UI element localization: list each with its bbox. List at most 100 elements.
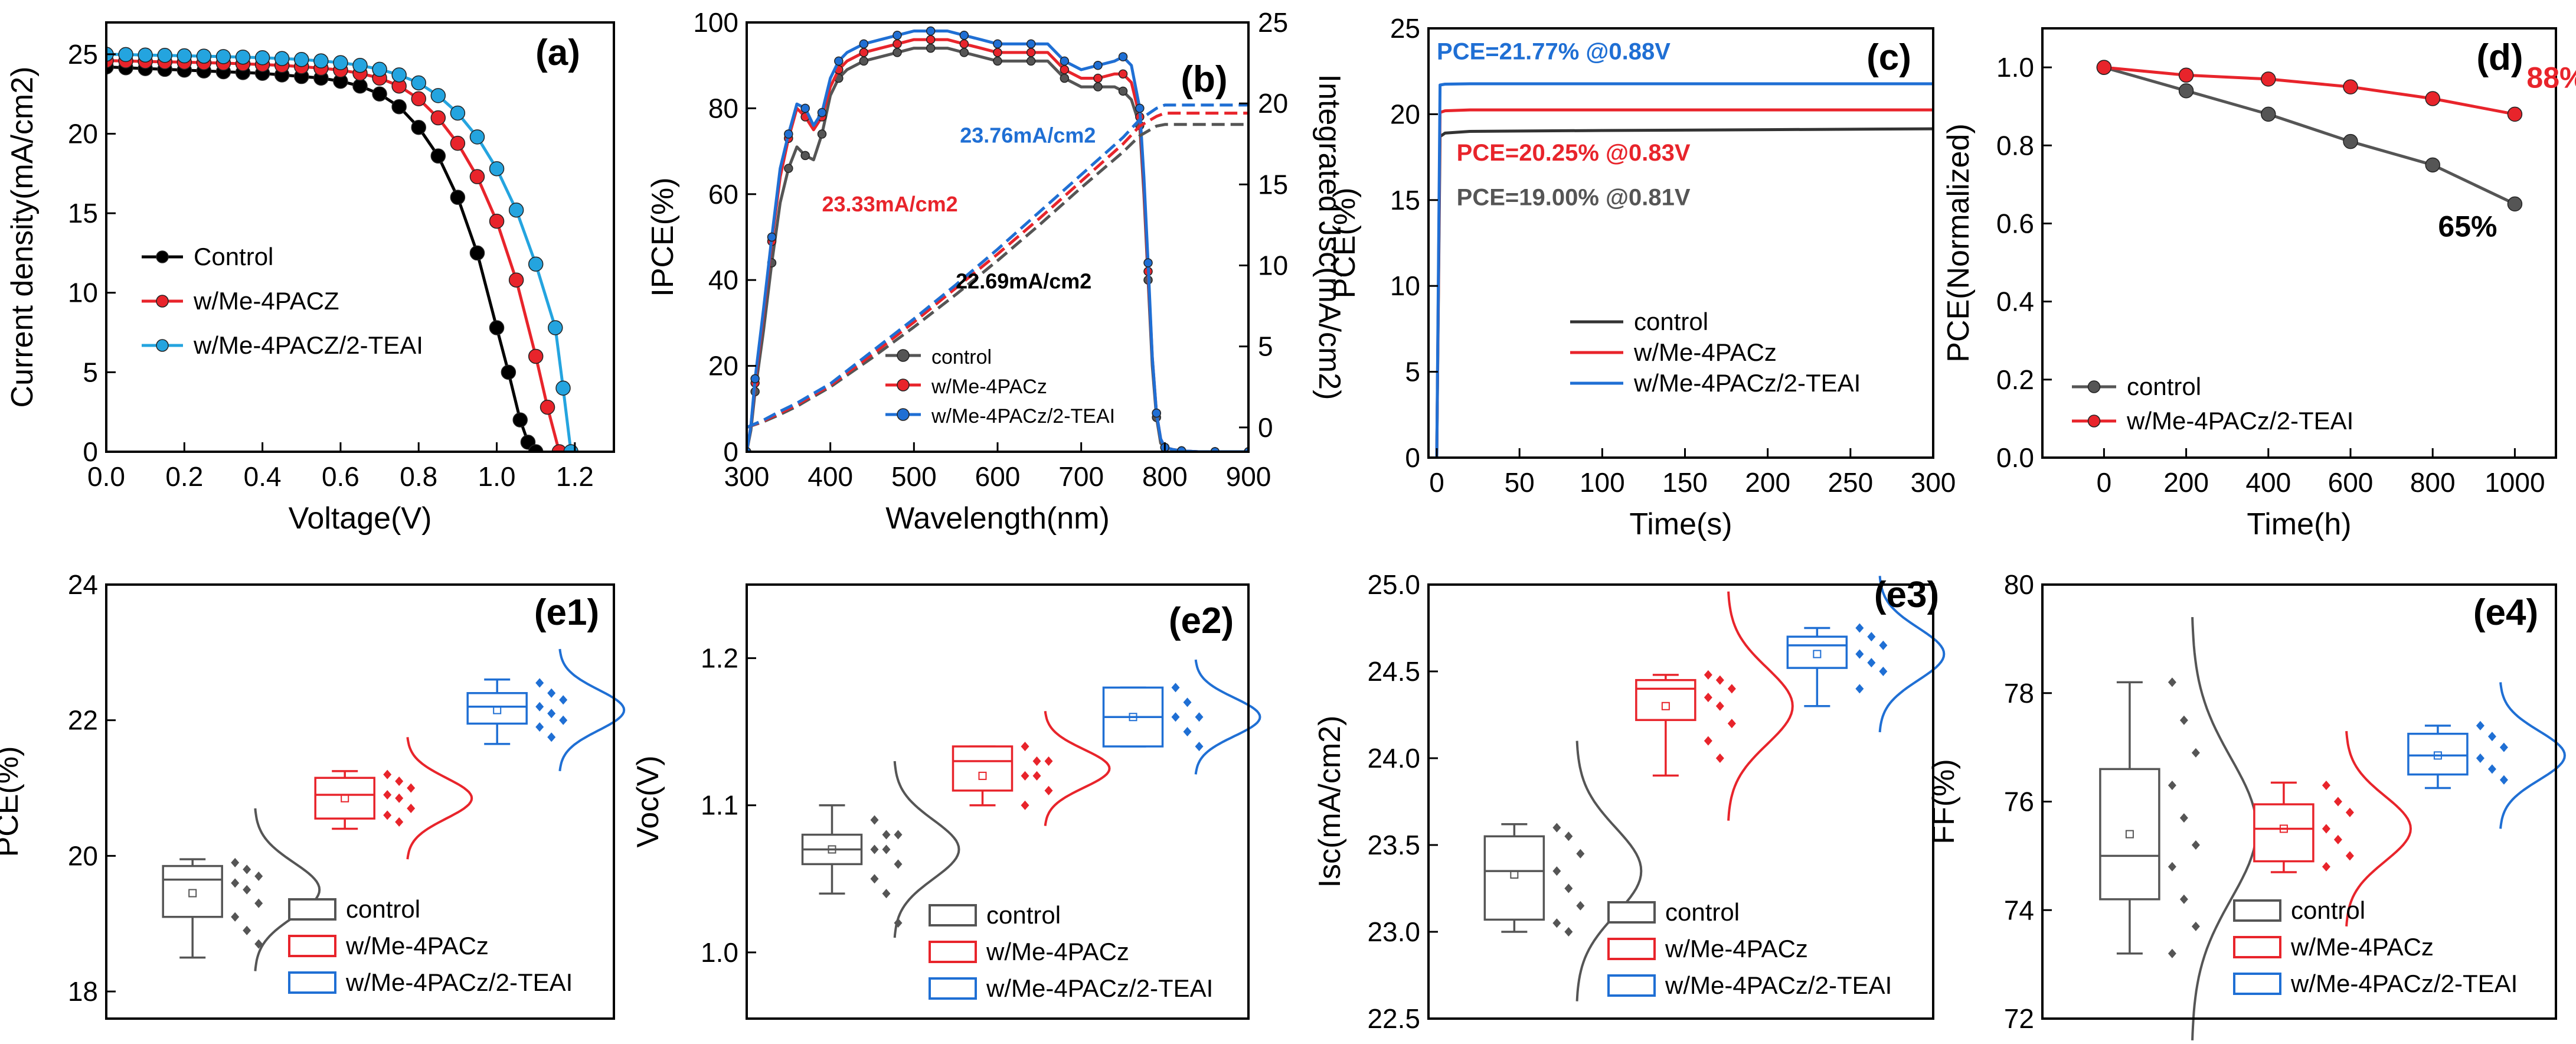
y-tick-label: 20 bbox=[708, 351, 738, 381]
data-point bbox=[548, 320, 563, 335]
data-point bbox=[383, 810, 392, 820]
data-point bbox=[1183, 727, 1192, 737]
x-tick-label: 0.2 bbox=[165, 461, 203, 492]
data-point bbox=[535, 702, 544, 712]
data-point bbox=[528, 444, 544, 452]
legend-swatch bbox=[2233, 899, 2281, 922]
data-point bbox=[528, 256, 544, 272]
data-point bbox=[469, 245, 485, 261]
data-point bbox=[893, 48, 902, 57]
data-point bbox=[395, 777, 404, 787]
data-point bbox=[489, 161, 505, 177]
data-point bbox=[2507, 106, 2523, 122]
legend: control w/Me-4PACz w/Me-4PACz/2-TEAI bbox=[929, 901, 1213, 1002]
iqr-box bbox=[2407, 732, 2469, 776]
data-point bbox=[926, 35, 936, 44]
y2-tick-label: 25 bbox=[1258, 7, 1288, 38]
x-tick-label: 0.8 bbox=[400, 461, 437, 492]
data-point bbox=[547, 732, 556, 742]
data-point bbox=[215, 49, 231, 64]
data-point bbox=[1564, 831, 1573, 841]
data-point bbox=[1152, 408, 1161, 418]
iqr-box bbox=[314, 777, 375, 820]
data-point bbox=[2191, 921, 2200, 931]
data-point bbox=[870, 815, 879, 825]
annotation-label: 23.33mA/cm2 bbox=[822, 192, 958, 216]
x-tick-label: 1.2 bbox=[556, 461, 594, 492]
data-point bbox=[2499, 775, 2508, 785]
plot-area bbox=[1435, 82, 1933, 458]
distribution-curve bbox=[1575, 740, 1643, 1001]
data-point bbox=[469, 169, 485, 184]
chart-c: 0 50 100 150 200 250 300 0 5 10 15 20 25 Time(s) PCE(%… bbox=[1328, 13, 1956, 541]
box-group bbox=[466, 648, 626, 772]
data-point bbox=[231, 878, 240, 888]
data-point bbox=[959, 31, 969, 40]
data-point bbox=[1879, 640, 1888, 650]
distribution-curve bbox=[1194, 659, 1261, 775]
data-point bbox=[894, 830, 903, 840]
series-line bbox=[747, 123, 1248, 429]
legend: control w/Me-4PACz w/Me-4PACz/2-TEAI bbox=[885, 346, 1115, 428]
data-point bbox=[1879, 667, 1888, 676]
y-tick-label: 0 bbox=[1405, 442, 1420, 473]
legend-label: w/Me-4PACz bbox=[1665, 935, 1808, 963]
plot-frame bbox=[1427, 27, 1934, 459]
data-point bbox=[1564, 927, 1573, 937]
data-point bbox=[2178, 67, 2194, 83]
legend-swatch bbox=[288, 898, 336, 921]
data-point bbox=[1576, 901, 1585, 911]
distribution-curve bbox=[558, 648, 626, 772]
x-tick-label: 800 bbox=[1142, 461, 1188, 492]
y-tick-label: 80 bbox=[2004, 569, 2034, 600]
data-point bbox=[547, 709, 556, 719]
data-point bbox=[959, 39, 969, 49]
data-point bbox=[508, 202, 524, 218]
mean-marker bbox=[2125, 830, 2134, 839]
data-point bbox=[926, 26, 936, 36]
legend-label: w/Me-4PACZ/2-TEAI bbox=[193, 331, 423, 359]
data-point bbox=[1715, 675, 1724, 685]
y-axis-title: Voc(V) bbox=[631, 755, 665, 847]
mean-marker bbox=[341, 794, 349, 802]
data-point bbox=[1564, 883, 1573, 893]
data-point bbox=[1855, 649, 1864, 659]
y2-tick-label: 10 bbox=[1258, 250, 1288, 281]
box-group bbox=[1483, 740, 1643, 1001]
data-point bbox=[1060, 73, 1070, 83]
data-point bbox=[407, 783, 416, 793]
data-point bbox=[540, 399, 555, 415]
mean-marker bbox=[493, 706, 502, 715]
chart-e2: 1.0 1.1 1.2 Voc(V) (e2) control w/Me-4PACz w/Me… bbox=[631, 583, 1261, 1020]
data-point bbox=[2487, 764, 2496, 774]
data-point bbox=[2322, 862, 2330, 872]
panel-label: (e3) bbox=[1874, 575, 1939, 615]
chart-e4: 72 74 76 78 80 FF(%) (e4) control w/Me-4PACz w/Me… bbox=[1927, 569, 2566, 1040]
data-point bbox=[559, 715, 568, 725]
y-tick-label: 0.4 bbox=[1996, 286, 2034, 317]
data-point bbox=[893, 31, 902, 40]
x-tick-label: 600 bbox=[2328, 467, 2374, 498]
legend-marker bbox=[2087, 415, 2101, 428]
series-line bbox=[1435, 82, 1933, 458]
data-point bbox=[993, 56, 1002, 66]
data-point bbox=[2322, 780, 2330, 790]
mean-marker bbox=[978, 771, 987, 780]
y-tick-label: 100 bbox=[693, 7, 738, 38]
annotation-label: 22.69mA/cm2 bbox=[956, 269, 1091, 293]
x-tick-label: 900 bbox=[1226, 461, 1271, 492]
legend-label: w/Me-4PACz/2-TEAI bbox=[931, 405, 1115, 428]
data-point bbox=[2261, 71, 2276, 87]
x-axis-title: Wavelength(nm) bbox=[885, 501, 1110, 536]
x-tick-label: 0.4 bbox=[244, 461, 282, 492]
data-point bbox=[2343, 133, 2358, 149]
data-point bbox=[926, 43, 936, 53]
data-point bbox=[1044, 785, 1053, 795]
y-tick-label: 22.5 bbox=[1367, 1003, 1420, 1034]
distribution-curve bbox=[1878, 576, 1946, 733]
annotation-label: 23.76mA/cm2 bbox=[960, 123, 1096, 148]
distribution-curve bbox=[2345, 730, 2412, 926]
data-point bbox=[859, 39, 869, 49]
data-point bbox=[2261, 106, 2276, 122]
legend-swatch bbox=[288, 971, 336, 994]
